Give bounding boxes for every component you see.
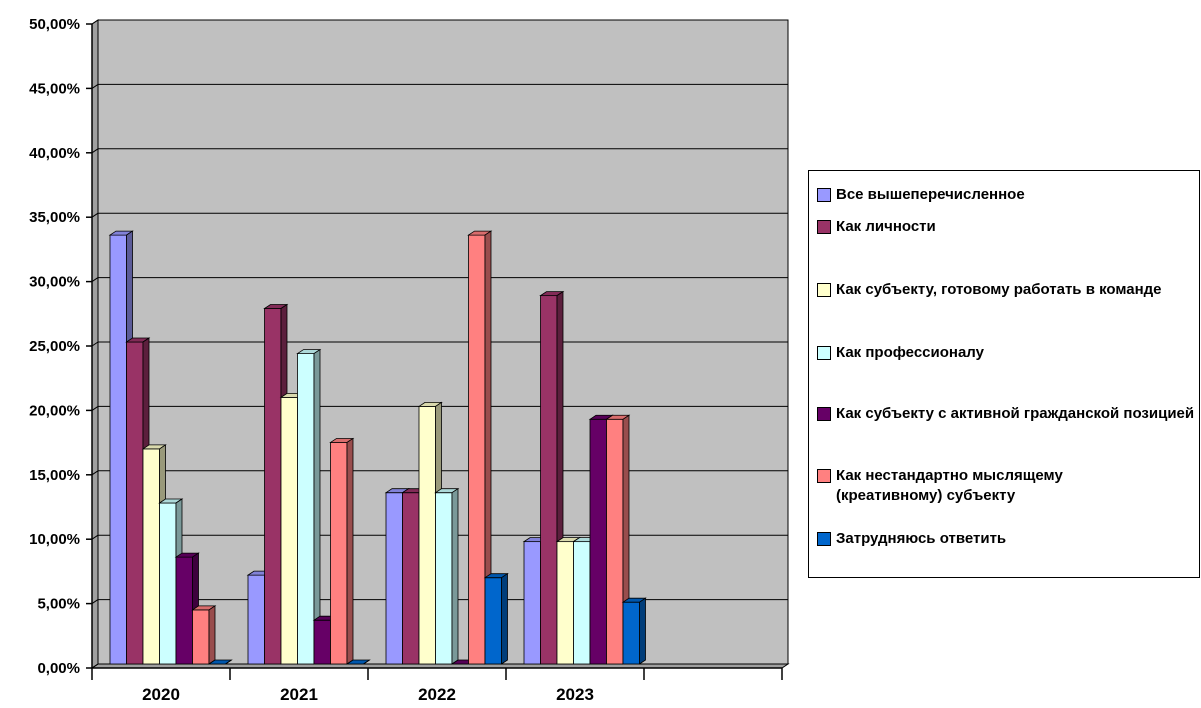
gridline-side — [91, 405, 99, 411]
bar-front — [109, 234, 127, 665]
bar — [296, 348, 322, 665]
bar-front — [435, 492, 453, 665]
y-tick-label: 15,00% — [29, 467, 80, 484]
bar-front — [622, 601, 640, 665]
legend-swatch — [817, 532, 831, 546]
bar — [621, 597, 647, 665]
bar-front — [175, 556, 193, 665]
legend-label: Как нестандартно мыслящему (креативному)… — [836, 467, 1063, 504]
bar-front — [159, 502, 177, 665]
bar-side — [451, 487, 459, 665]
bar — [434, 487, 460, 665]
bar-side — [639, 597, 646, 665]
gridline-side — [91, 83, 99, 89]
bar-side — [346, 437, 354, 665]
y-tick-label: 45,00% — [29, 80, 80, 97]
legend-swatch — [817, 283, 831, 297]
legend-swatch — [817, 220, 831, 234]
y-tick-label: 5,00% — [37, 596, 80, 613]
legend-item: Все вышеперечисленное — [817, 185, 1025, 205]
x-tick-label: 2020 — [142, 685, 180, 704]
y-tick-label: 40,00% — [29, 145, 80, 162]
bar-front — [385, 492, 403, 665]
bar-front — [264, 308, 282, 665]
bar-front — [484, 577, 502, 665]
legend-item: Как нестандартно мыслящему (креативному)… — [817, 466, 1117, 506]
legend-item: Затрудняюсь ответить — [817, 529, 1006, 549]
legend-label: Как субъекту с активной гражданской пози… — [836, 405, 1195, 422]
bars — [108, 230, 647, 665]
bar-front — [418, 405, 436, 665]
bar-front — [573, 541, 591, 665]
bar-front — [330, 442, 348, 665]
bar-front — [540, 295, 558, 665]
bar — [207, 659, 233, 665]
x-tick-label: 2023 — [556, 685, 594, 704]
x-tick-label: 2021 — [280, 685, 318, 704]
bar-side — [363, 659, 370, 665]
gridline-side — [91, 341, 99, 347]
legend-item: Как профессионалу — [817, 343, 984, 363]
bar-front — [280, 396, 298, 665]
bar — [483, 572, 509, 665]
bar-front — [556, 541, 574, 665]
bar-front — [126, 341, 144, 665]
y-tick-label: 0,00% — [37, 660, 80, 677]
bar — [191, 605, 217, 665]
bar-front — [523, 541, 541, 665]
bar-side — [225, 659, 232, 665]
legend-label: Затрудняюсь ответить — [836, 530, 1007, 547]
gridline-side — [91, 599, 99, 605]
bar-front — [297, 353, 315, 665]
legend-label: Как субъекту, готовому работать в команд… — [836, 281, 1162, 298]
legend-swatch — [817, 469, 831, 483]
gridline-side — [91, 212, 99, 218]
y-tick-label: 25,00% — [29, 338, 80, 355]
bar — [329, 437, 355, 665]
gridline-side — [91, 534, 99, 540]
bar-front — [468, 234, 486, 665]
bar-front — [247, 574, 265, 665]
bar-side — [208, 605, 216, 665]
bar-front — [606, 418, 624, 665]
x-tick-label: 2022 — [418, 685, 456, 704]
axes: 0,00% 5,00% 10,00% 15,00% 20,00% 25,00% 30,00%… — [29, 16, 783, 704]
bar-front — [402, 492, 420, 665]
bar-side — [501, 572, 508, 665]
y-tick-label: 20,00% — [29, 402, 80, 419]
bar-front — [313, 619, 331, 665]
legend-swatch — [817, 188, 831, 202]
legend-label: Как профессионалу — [836, 344, 984, 361]
gridline-side — [91, 148, 99, 154]
legend-item: Как субъекту, готовому работать в команд… — [817, 280, 1197, 300]
bar — [345, 659, 371, 665]
bar-front — [589, 418, 607, 665]
bar-front — [142, 448, 160, 665]
legend-item: Как субъекту с активной гражданской пози… — [817, 404, 1197, 424]
y-tick-label: 30,00% — [29, 274, 80, 291]
legend-swatch — [817, 407, 831, 421]
bar-front — [192, 609, 210, 665]
legend-swatch — [817, 346, 831, 360]
gridline-side — [91, 470, 99, 476]
legend-label: Все вышеперечисленное — [836, 186, 1025, 203]
legend-item: Как личности — [817, 217, 936, 237]
legend: Все вышеперечисленное Как личности Как с… — [808, 170, 1200, 578]
y-tick-label: 10,00% — [29, 531, 80, 548]
gridline-side — [91, 19, 99, 25]
y-tick-label: 50,00% — [29, 16, 80, 33]
y-tick-label: 35,00% — [29, 209, 80, 226]
legend-label: Как личности — [836, 218, 936, 235]
bar — [467, 230, 493, 665]
gridline-side — [91, 277, 99, 283]
